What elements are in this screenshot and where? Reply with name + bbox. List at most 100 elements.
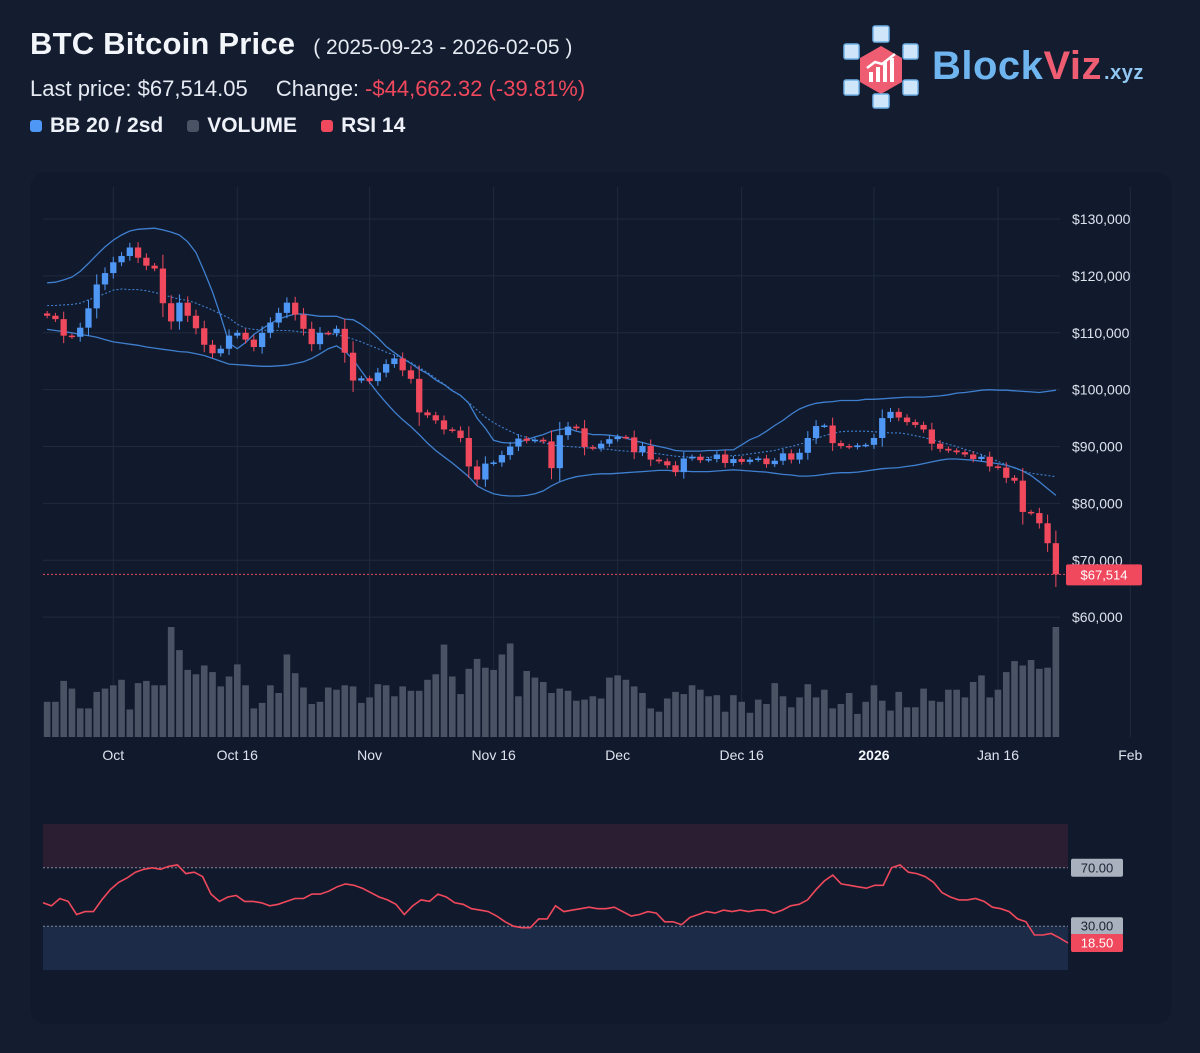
candle-body: [655, 459, 663, 462]
candle-body: [936, 443, 944, 449]
last-price-tag-text: $67,514: [1081, 567, 1128, 582]
candle-body: [159, 268, 167, 304]
candle-body: [895, 411, 902, 418]
y-tick-label: $130,000: [1072, 211, 1131, 227]
candle-body: [829, 425, 836, 444]
candle-body: [614, 436, 621, 440]
volume-bar: [391, 696, 398, 737]
candle-body: [234, 332, 241, 336]
candle-body: [300, 314, 307, 329]
volume-bar: [506, 643, 514, 737]
rsi-tag-lower-text: 30.00: [1081, 919, 1114, 934]
volume-bar: [837, 704, 845, 737]
candle-body: [548, 441, 555, 469]
rsi-tag-upper-bg: [1071, 858, 1123, 877]
candle-body: [837, 443, 845, 446]
legend-label: BB 20 / 2sd: [50, 114, 164, 137]
volume-bar: [473, 658, 481, 737]
last-price-value: $67,514.05: [137, 76, 248, 101]
candle-body: [151, 265, 158, 269]
volume-bar: [961, 697, 969, 737]
candle-body: [60, 319, 67, 336]
volume-bar: [697, 689, 704, 737]
candle-body: [928, 429, 935, 444]
candle-body: [176, 302, 183, 322]
legend-item-rsi[interactable]: RSI 14: [321, 114, 405, 138]
candle-body: [316, 332, 324, 345]
last-price-label: Last price:: [30, 76, 132, 101]
volume-bar: [374, 684, 382, 737]
volume-bar: [895, 691, 903, 737]
volume-bar: [829, 708, 836, 737]
price-summary: Last price: $67,514.05 Change: -$44,662.3…: [30, 76, 585, 102]
blockviz-logo[interactable]: BlockViz .xyz: [842, 22, 1144, 110]
volume-bar: [746, 712, 754, 737]
candle-body: [143, 257, 150, 266]
candle-body: [721, 454, 729, 464]
volume-bar: [663, 698, 671, 737]
candle-body: [110, 262, 117, 274]
volume-bar: [523, 671, 531, 737]
candle-body: [192, 315, 200, 329]
candle-body: [515, 438, 522, 447]
volume-bar: [969, 682, 977, 737]
last-price-tag-bg: [1066, 564, 1142, 586]
candle-body: [391, 358, 398, 365]
volume-bar: [548, 693, 555, 737]
volume-bar: [1044, 667, 1051, 737]
volume-bar: [754, 699, 762, 737]
volume-bar: [614, 675, 621, 737]
y-tick-label: $80,000: [1072, 495, 1123, 511]
volume-bars: [43, 627, 1060, 737]
volume-bar: [515, 696, 522, 737]
chart-header: BTC Bitcoin Price ( 2025-09-23 - 2026-02…: [30, 26, 585, 138]
volume-bar: [845, 693, 853, 737]
volume-bar: [1019, 665, 1027, 737]
volume-bar: [217, 686, 225, 737]
candle-body: [978, 456, 985, 460]
volume-bar: [688, 685, 696, 737]
candle-body: [250, 339, 257, 348]
volume-bar: [680, 694, 688, 737]
volume-bar: [60, 680, 67, 737]
volume-bar: [382, 685, 390, 737]
candle-body: [325, 332, 332, 335]
volume-bar: [903, 707, 911, 737]
candle-body: [961, 452, 969, 455]
volume-bar: [804, 684, 812, 737]
candle-body: [432, 415, 439, 421]
candle-body: [267, 322, 274, 333]
volume-bar: [911, 707, 919, 737]
candle-body: [523, 438, 530, 441]
legend-item-volume[interactable]: VOLUME: [187, 114, 297, 138]
volume-bar: [531, 677, 539, 737]
legend-swatch: [187, 120, 200, 132]
x-tick-label: Oct 16: [217, 747, 258, 763]
volume-bar: [1002, 672, 1010, 737]
volume-bar: [349, 686, 357, 737]
candle-body: [292, 302, 299, 315]
volume-bar: [622, 679, 630, 737]
bb-lower-line: [47, 328, 1057, 497]
rsi-oversold-zone: [43, 926, 1068, 970]
volume-bar: [250, 708, 258, 737]
x-tick-label: 2026: [858, 747, 889, 763]
volume-bar: [630, 686, 638, 737]
candle-body: [664, 461, 671, 466]
candle-body: [589, 447, 596, 449]
volume-bar: [854, 713, 861, 737]
y-tick-label: $110,000: [1072, 325, 1130, 341]
volume-bar: [539, 682, 547, 737]
volume-bar: [647, 708, 655, 737]
candle-body: [201, 328, 208, 345]
volume-bar: [324, 687, 332, 737]
price-chart[interactable]: $130,000 $120,000 $110,000 $100,000 $90,000 $…: [30, 172, 1172, 1024]
candle-body: [730, 459, 737, 464]
candle-body: [821, 425, 828, 427]
volume-bar: [118, 679, 125, 737]
x-tick-label: Feb: [1118, 747, 1142, 763]
candle-body: [258, 332, 266, 348]
legend-item-bb[interactable]: BB 20 / 2sd: [30, 114, 163, 138]
volume-bar: [415, 690, 423, 737]
